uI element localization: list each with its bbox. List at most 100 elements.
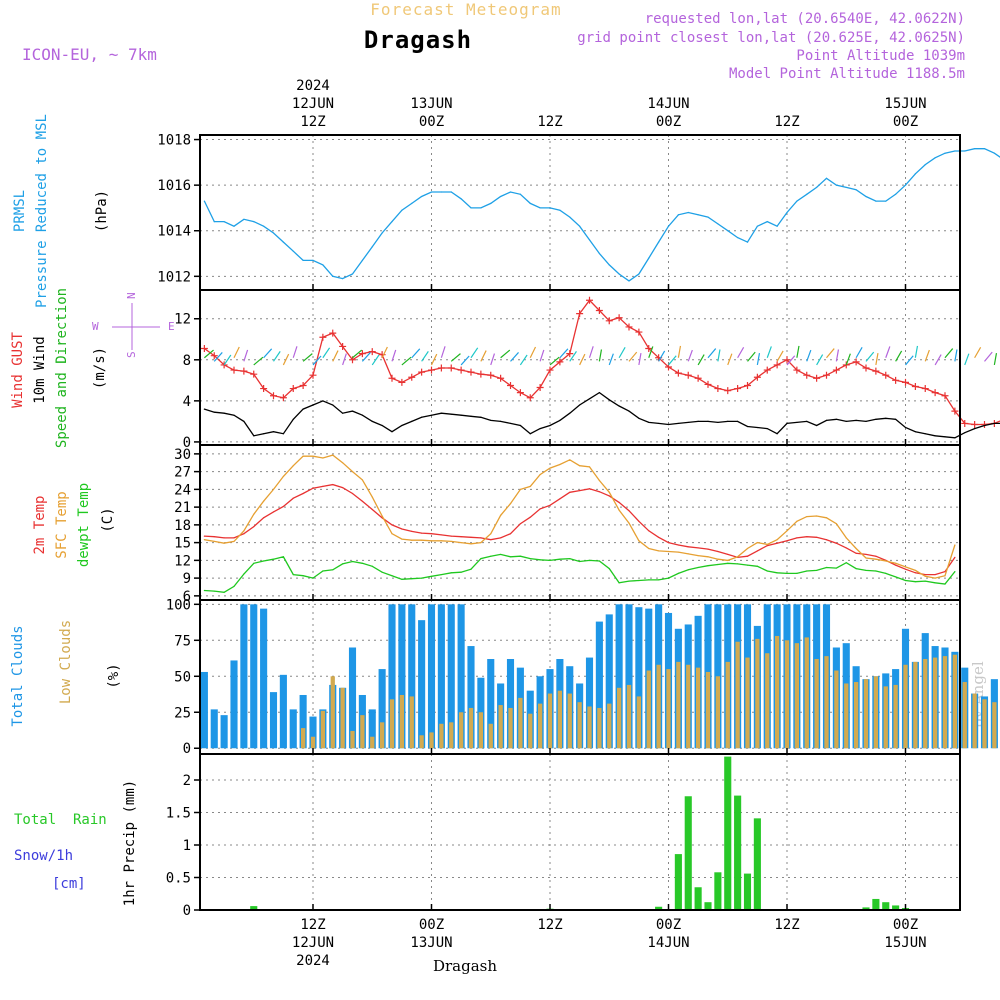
series-point xyxy=(628,580,630,582)
series-point xyxy=(549,559,551,561)
series-point xyxy=(658,422,660,425)
low-cloud-bar xyxy=(784,640,790,749)
chart-title: Forecast Meteogram xyxy=(370,0,561,19)
low-cloud-bar xyxy=(814,659,819,749)
total-cloud-bar xyxy=(210,709,218,749)
series-point xyxy=(875,418,877,420)
gust-point xyxy=(526,394,534,402)
ytick-label: 4 xyxy=(183,394,191,410)
low-cloud-bar xyxy=(774,635,780,749)
wind-arrow xyxy=(954,349,958,362)
top-time-label: 12Z xyxy=(537,114,562,130)
gust-point xyxy=(546,366,554,374)
wind-arrow xyxy=(588,346,594,358)
wind-arrow xyxy=(322,347,331,359)
total-cloud-bar xyxy=(427,604,436,749)
series-point xyxy=(371,496,373,498)
total-cloud-bar xyxy=(605,614,613,749)
series-point xyxy=(292,573,294,576)
low-cloud-bar xyxy=(409,696,414,749)
gust-point xyxy=(477,370,485,378)
low-cloud-bar xyxy=(715,676,721,749)
wind-arrow xyxy=(786,355,796,366)
low-cloud-bar xyxy=(913,661,918,749)
series-point xyxy=(658,579,660,581)
low-cloud-bar xyxy=(389,699,395,749)
series-point xyxy=(924,164,926,166)
series-point xyxy=(480,557,482,560)
series-point xyxy=(411,539,413,541)
wind-arrow xyxy=(727,353,733,366)
series-point xyxy=(835,567,837,569)
series-point xyxy=(253,526,255,528)
wind-arrow xyxy=(401,356,412,366)
wind-arrow xyxy=(984,351,993,362)
gust-point xyxy=(823,371,830,379)
series-point xyxy=(806,420,808,422)
gust-point xyxy=(516,389,524,397)
series-point xyxy=(490,202,492,204)
wind-arrow xyxy=(618,347,626,359)
series-point xyxy=(904,426,907,429)
series-point xyxy=(924,580,926,582)
series-point xyxy=(421,539,423,541)
gust-point xyxy=(388,374,396,382)
low-cloud-bar xyxy=(419,735,424,749)
series-point xyxy=(569,557,571,560)
low-cloud-bar xyxy=(498,705,503,749)
series-point xyxy=(233,414,235,416)
gust-point xyxy=(951,407,959,415)
low-cloud-bar xyxy=(320,710,326,749)
series-point xyxy=(816,186,818,189)
series-point xyxy=(371,420,373,422)
low-cloud-bar xyxy=(765,653,770,749)
series-point xyxy=(618,273,620,275)
series-point xyxy=(717,421,719,424)
series-point xyxy=(500,420,502,422)
low-cloud-bar xyxy=(735,641,740,749)
total-cloud-bar xyxy=(625,604,633,749)
series-point xyxy=(786,530,788,532)
total-cloud-bar xyxy=(269,692,278,749)
series-point xyxy=(756,426,758,429)
wind-arrow xyxy=(223,354,232,366)
pressure-unit: (hPa) xyxy=(94,190,110,232)
ytick-label: 2 xyxy=(183,773,191,789)
series-point xyxy=(342,462,344,464)
series-point xyxy=(628,410,630,412)
series-point xyxy=(598,392,600,394)
clouds-unit: (%) xyxy=(106,663,122,688)
series-point xyxy=(529,557,531,560)
series-point xyxy=(658,241,660,243)
series-point xyxy=(618,405,620,407)
series-point xyxy=(421,532,423,534)
series-point xyxy=(845,537,847,539)
total-cloud-bar xyxy=(437,604,445,749)
top-time-label: 14JUN xyxy=(647,96,689,112)
series-point xyxy=(460,198,462,200)
series-point xyxy=(687,553,689,555)
series-point xyxy=(371,565,373,567)
series-point xyxy=(470,543,472,545)
footer-location: Dragash xyxy=(433,957,497,975)
series-point xyxy=(302,408,304,410)
series-point xyxy=(954,437,956,439)
gust-point xyxy=(882,371,890,379)
rain-bar xyxy=(724,756,732,910)
ytick-label: 1.5 xyxy=(166,806,191,822)
low-cloud-bar xyxy=(932,657,938,749)
bottom-time-label: 00Z xyxy=(893,917,918,933)
series-point xyxy=(401,578,403,580)
series-point xyxy=(243,420,245,422)
series-point xyxy=(677,572,679,574)
wind-arrow xyxy=(529,346,537,359)
series-point xyxy=(914,173,916,175)
total-cloud-bar xyxy=(487,659,495,749)
total-cloud-bar xyxy=(408,604,416,749)
series-point xyxy=(322,400,324,402)
gust-point xyxy=(358,350,366,358)
series-point xyxy=(806,515,808,518)
gust-point xyxy=(605,317,613,325)
series-point xyxy=(697,420,699,422)
series-point xyxy=(440,534,442,536)
